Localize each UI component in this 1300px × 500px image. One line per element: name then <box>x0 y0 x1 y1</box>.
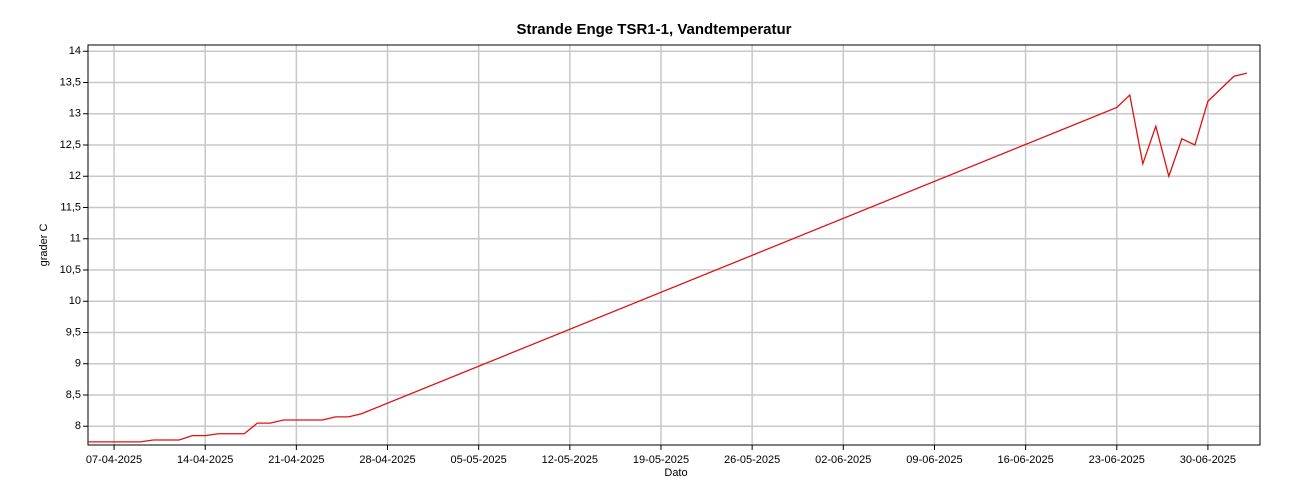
y-tick-label: 8 <box>75 420 81 432</box>
x-tick-label: 09-06-2025 <box>906 454 962 466</box>
x-tick-label: 19-05-2025 <box>633 454 689 466</box>
x-tick-label: 07-04-2025 <box>86 454 142 466</box>
y-tick-label: 9,5 <box>66 326 81 338</box>
x-tick-label: 14-04-2025 <box>177 454 233 466</box>
y-tick-label: 12 <box>69 170 81 182</box>
y-tick-label: 9 <box>75 358 81 370</box>
x-tick-label: 12-05-2025 <box>542 454 598 466</box>
x-axis-label: Dato <box>664 467 687 479</box>
chart-title: Strande Enge TSR1-1, Vandtemperatur <box>516 21 791 38</box>
y-tick-label: 10,5 <box>60 264 81 276</box>
x-tick-label: 28-04-2025 <box>359 454 415 466</box>
x-tick-label: 21-04-2025 <box>268 454 324 466</box>
x-tick-label: 16-06-2025 <box>997 454 1053 466</box>
y-tick-label: 10 <box>69 295 81 307</box>
y-axis-label: grader C <box>38 224 50 267</box>
x-tick-label: 23-06-2025 <box>1089 454 1145 466</box>
y-tick-label: 13 <box>69 108 81 120</box>
y-tick-label: 14 <box>69 45 81 57</box>
data-line <box>88 72 1248 443</box>
plot-frame <box>87 44 1261 446</box>
y-tick-label: 11,5 <box>60 201 81 213</box>
y-tick-label: 8,5 <box>66 389 81 401</box>
x-tick-label: 26-05-2025 <box>724 454 780 466</box>
x-tick-label: 02-06-2025 <box>815 454 871 466</box>
x-tick-label: 30-06-2025 <box>1180 454 1236 466</box>
y-tick-label: 12,5 <box>60 139 81 151</box>
x-tick-label: 05-05-2025 <box>451 454 507 466</box>
y-tick-label: 11 <box>70 233 81 245</box>
y-tick-label: 13,5 <box>60 76 81 88</box>
